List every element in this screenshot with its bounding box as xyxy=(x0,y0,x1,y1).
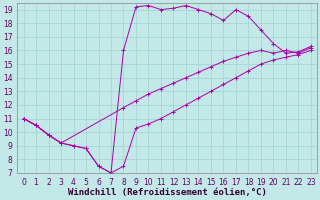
X-axis label: Windchill (Refroidissement éolien,°C): Windchill (Refroidissement éolien,°C) xyxy=(68,188,267,197)
